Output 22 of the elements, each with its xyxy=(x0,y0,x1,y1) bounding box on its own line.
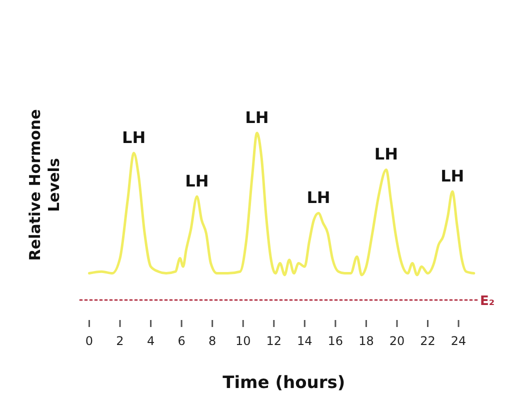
x-tick-label: 12 xyxy=(266,334,282,348)
annotation: LH xyxy=(306,188,330,208)
annotation: LH xyxy=(245,108,269,127)
annotation: LH xyxy=(122,128,146,148)
x-tick-label: 24 xyxy=(450,334,466,348)
x-tick-label: 8 xyxy=(208,334,216,348)
x-tick-label: 4 xyxy=(146,334,155,348)
x-tick-label: 6 xyxy=(178,334,186,348)
x-tick-label: 0 xyxy=(85,334,94,348)
x-tick-label: 20 xyxy=(389,334,405,348)
x-tick-label: 16 xyxy=(328,334,344,348)
x-tick-label: 14 xyxy=(297,334,312,348)
x-tick-label: 22 xyxy=(420,334,436,348)
annotation: LH xyxy=(185,171,209,190)
y-axis-title: Relative Hormone Levels xyxy=(26,109,63,261)
series-label: E₂ xyxy=(480,294,495,309)
x-tick-label: 10 xyxy=(235,334,251,348)
x-tick-label: 2 xyxy=(116,334,124,348)
x-tick-label: 18 xyxy=(358,334,374,348)
x-axis-title: Time (hours) xyxy=(222,373,346,393)
annotation: LH xyxy=(374,144,398,164)
annotation: LH xyxy=(440,166,464,186)
